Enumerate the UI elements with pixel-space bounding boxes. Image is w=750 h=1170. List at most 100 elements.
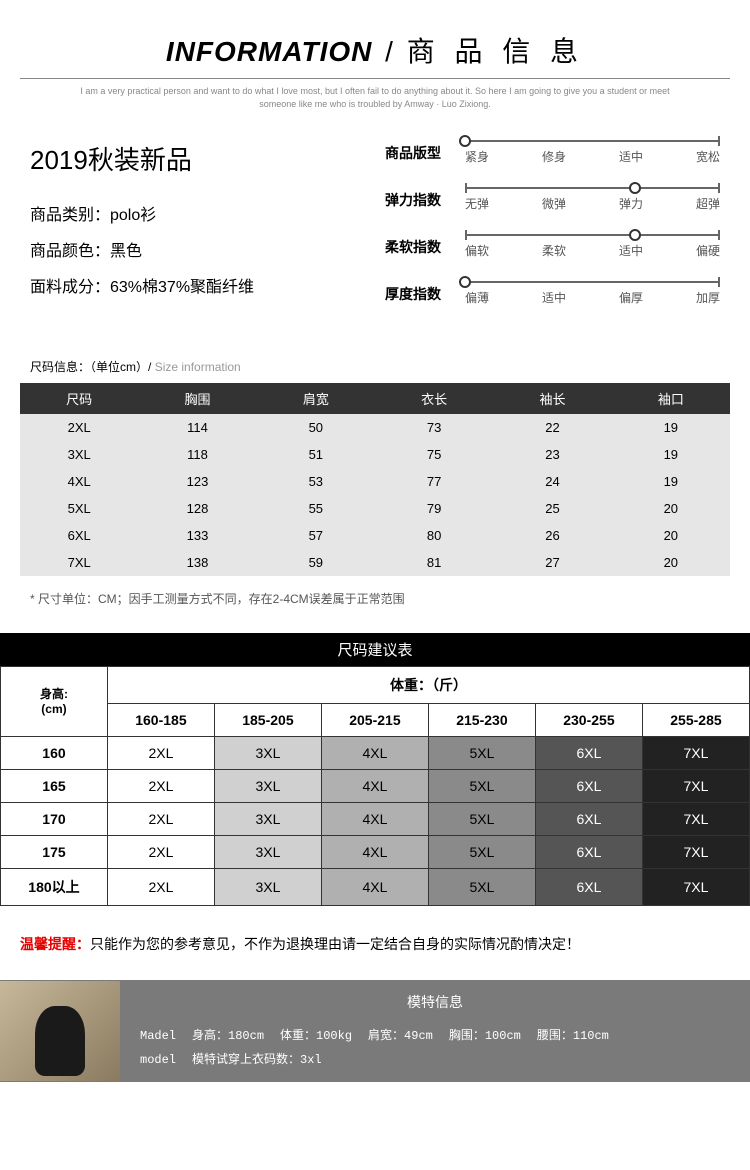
size-cell: 6XL	[20, 522, 138, 549]
size-sub: Size information	[151, 360, 240, 374]
size-cell: 22	[493, 414, 611, 441]
size-col-header: 尺码	[20, 383, 138, 414]
spec-scale: 无弹微弹弹力超弹	[465, 187, 720, 212]
table-row: 4XL12353772419	[20, 468, 730, 495]
spec-row: 商品版型紧身修身适中宽松	[385, 140, 720, 165]
size-col-header: 袖长	[493, 383, 611, 414]
scale-option: 无弹	[465, 195, 489, 212]
spec-label: 商品版型	[385, 143, 455, 163]
scale-dot	[629, 229, 641, 241]
table-row: 5XL12855792520	[20, 495, 730, 522]
weight-range: 160-185	[107, 704, 214, 737]
size-cell: 133	[138, 522, 256, 549]
size-cell: 128	[138, 495, 256, 522]
header-title: INFORMATION / 商 品 信 息	[20, 30, 730, 70]
height-cell: 170	[1, 803, 108, 836]
height-cell: 180以上	[1, 869, 108, 906]
size-cell: 3XL	[20, 441, 138, 468]
size-cell: 26	[493, 522, 611, 549]
season-title: 2019秋装新品	[30, 140, 365, 177]
scale-option: 修身	[542, 148, 566, 165]
suggest-cell: 2XL	[107, 869, 214, 906]
suggest-cell: 7XL	[642, 803, 749, 836]
size-cell: 20	[612, 549, 730, 576]
title-zh: 商 品 信 息	[407, 36, 584, 67]
suggest-cell: 4XL	[321, 803, 428, 836]
scale-option: 柔软	[542, 242, 566, 259]
suggest-cell: 7XL	[642, 770, 749, 803]
suggest-cell: 5XL	[428, 803, 535, 836]
size-cell: 19	[612, 441, 730, 468]
table-row: 180以上2XL3XL4XL5XL6XL7XL	[1, 869, 750, 906]
size-cell: 138	[138, 549, 256, 576]
size-cell: 55	[257, 495, 375, 522]
suggest-cell: 6XL	[535, 770, 642, 803]
size-unit: （单位cm）/	[90, 360, 151, 374]
size-cell: 57	[257, 522, 375, 549]
product-info-left: 2019秋装新品 商品类别：polo衫商品颜色：黑色面料成分：63%棉37%聚酯…	[30, 140, 385, 328]
spec-row: 柔软指数偏软柔软适中偏硬	[385, 234, 720, 259]
suggest-cell: 7XL	[642, 737, 749, 770]
title-slash: /	[385, 36, 394, 67]
title-en: INFORMATION	[166, 36, 372, 67]
spec-scale: 紧身修身适中宽松	[465, 140, 720, 165]
scale-option: 适中	[542, 289, 566, 306]
size-cell: 20	[612, 522, 730, 549]
model-stat: 体重：100kg	[280, 1029, 352, 1043]
size-cell: 114	[138, 414, 256, 441]
scale-option: 偏厚	[619, 289, 643, 306]
warning-label: 温馨提醒：	[20, 936, 90, 952]
scale-option: 偏硬	[696, 242, 720, 259]
weight-range: 255-285	[642, 704, 749, 737]
size-cell: 19	[612, 468, 730, 495]
size-cell: 73	[375, 414, 493, 441]
model-prefix: model	[140, 1053, 176, 1067]
size-cell: 53	[257, 468, 375, 495]
size-cell: 123	[138, 468, 256, 495]
suggest-cell: 6XL	[535, 836, 642, 869]
size-cell: 7XL	[20, 549, 138, 576]
size-cell: 75	[375, 441, 493, 468]
size-cell: 4XL	[20, 468, 138, 495]
suggest-cell: 7XL	[642, 836, 749, 869]
suggest-cell: 5XL	[428, 836, 535, 869]
suggest-cell: 2XL	[107, 770, 214, 803]
suggest-cell: 7XL	[642, 869, 749, 906]
warning-text: 只能作为您的参考意见，不作为退换理由请一定结合自身的实际情况酌情决定！	[90, 936, 580, 952]
model-title: 模特信息	[140, 990, 730, 1018]
size-cell: 118	[138, 441, 256, 468]
suggest-title: 尺码建议表	[0, 633, 750, 666]
size-cell: 79	[375, 495, 493, 522]
size-cell: 2XL	[20, 414, 138, 441]
size-cell: 24	[493, 468, 611, 495]
suggest-cell: 5XL	[428, 869, 535, 906]
weight-range: 230-255	[535, 704, 642, 737]
size-cell: 23	[493, 441, 611, 468]
warning: 温馨提醒：只能作为您的参考意见，不作为退换理由请一定结合自身的实际情况酌情决定！	[0, 918, 750, 970]
scale-option: 适中	[619, 242, 643, 259]
height-cell: 165	[1, 770, 108, 803]
size-col-header: 袖口	[612, 383, 730, 414]
model-photo	[0, 981, 120, 1081]
suggest-cell: 4XL	[321, 737, 428, 770]
suggest-cell: 3XL	[214, 737, 321, 770]
model-stat: 胸围：100cm	[449, 1029, 521, 1043]
size-note: * 尺寸单位：CM；因手工测量方式不同，存在2-4CM误差属于正常范围	[0, 576, 750, 621]
suggest-weight-label: 体重：（斤）	[107, 667, 749, 704]
size-cell: 50	[257, 414, 375, 441]
height-cell: 160	[1, 737, 108, 770]
model-line1: Madel身高：180cm体重：100kg肩宽：49cm胸围：100cm腰围：1…	[140, 1024, 730, 1048]
suggest-cell: 3XL	[214, 836, 321, 869]
size-col-header: 肩宽	[257, 383, 375, 414]
suggest-table: 身高:(cm)体重：（斤）160-185185-205205-215215-23…	[0, 666, 750, 906]
size-cell: 51	[257, 441, 375, 468]
size-table: 尺码胸围肩宽衣长袖长袖口2XL114507322193XL11851752319…	[20, 383, 730, 576]
scale-option: 微弹	[542, 195, 566, 212]
product-attr: 商品类别：polo衫	[30, 201, 365, 225]
size-col-header: 衣长	[375, 383, 493, 414]
suggest-cell: 6XL	[535, 869, 642, 906]
suggest-cell: 2XL	[107, 836, 214, 869]
suggest-cell: 3XL	[214, 869, 321, 906]
suggest-cell: 3XL	[214, 803, 321, 836]
suggest-cell: 2XL	[107, 803, 214, 836]
